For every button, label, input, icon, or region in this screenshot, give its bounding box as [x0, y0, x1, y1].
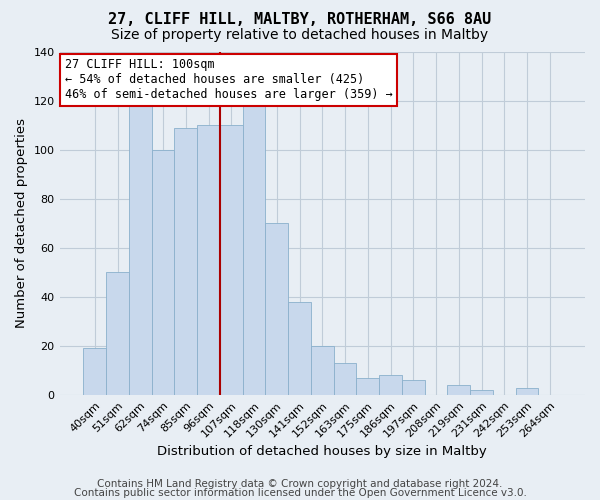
Bar [83, 348, 106, 395]
Bar [448, 386, 470, 395]
Text: Contains public sector information licensed under the Open Government Licence v3: Contains public sector information licen… [74, 488, 526, 498]
Bar [334, 363, 356, 395]
X-axis label: Distribution of detached houses by size in Maltby: Distribution of detached houses by size … [157, 444, 487, 458]
Bar [515, 388, 538, 395]
Bar [356, 378, 379, 395]
Bar [242, 68, 265, 395]
Text: Size of property relative to detached houses in Maltby: Size of property relative to detached ho… [112, 28, 488, 42]
Y-axis label: Number of detached properties: Number of detached properties [15, 118, 28, 328]
Bar [288, 302, 311, 395]
Bar [402, 380, 425, 395]
Bar [152, 150, 175, 395]
Text: 27, CLIFF HILL, MALTBY, ROTHERHAM, S66 8AU: 27, CLIFF HILL, MALTBY, ROTHERHAM, S66 8… [109, 12, 491, 28]
Bar [197, 125, 220, 395]
Text: 27 CLIFF HILL: 100sqm
← 54% of detached houses are smaller (425)
46% of semi-det: 27 CLIFF HILL: 100sqm ← 54% of detached … [65, 58, 392, 102]
Bar [175, 128, 197, 395]
Bar [470, 390, 493, 395]
Bar [265, 224, 288, 395]
Bar [311, 346, 334, 395]
Bar [129, 106, 152, 395]
Bar [379, 376, 402, 395]
Bar [106, 272, 129, 395]
Bar [220, 125, 242, 395]
Text: Contains HM Land Registry data © Crown copyright and database right 2024.: Contains HM Land Registry data © Crown c… [97, 479, 503, 489]
